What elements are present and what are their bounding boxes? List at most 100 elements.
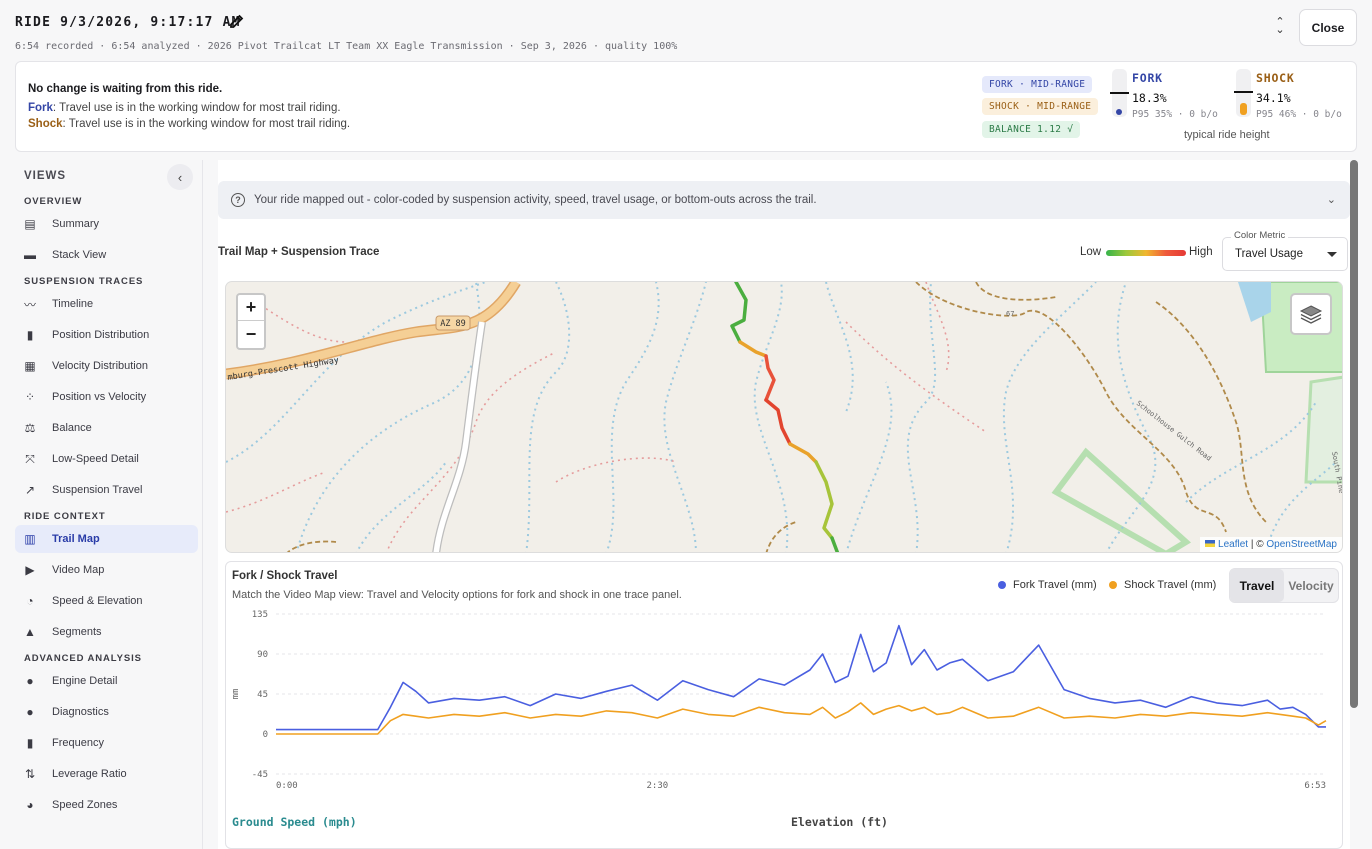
shock-status-text: : Travel use is in the working window fo… — [62, 118, 351, 130]
tracks — [287, 282, 1267, 552]
bar-chart-box-icon: ▦ — [24, 359, 36, 373]
trails — [226, 282, 987, 552]
pie-icon: ◕ — [26, 798, 34, 812]
layers-button[interactable] — [1290, 293, 1332, 335]
map-icon: ▥ — [24, 532, 36, 546]
sidebar-item-position-vs-velocity[interactable]: ⁘ Position vs Velocity — [15, 383, 198, 411]
legend-low: Low — [1080, 246, 1102, 258]
close-button[interactable]: Close — [1299, 9, 1357, 46]
collapse-icon[interactable]: ⌃ ⌄ — [1275, 16, 1285, 36]
sidebar-item-label: Frequency — [52, 737, 104, 749]
sidebar-item-label: Segments — [52, 626, 102, 638]
zoom-in-button[interactable]: + — [238, 295, 264, 321]
speedometer-icon: ◔ — [26, 594, 34, 608]
views-sidebar: VIEWS ‹ OVERVIEW ▤ Summary ▬ Stack View SUSPE… — [15, 160, 203, 849]
sidebar-collapse-button[interactable]: ‹ — [167, 164, 193, 190]
pencil-icon[interactable] — [228, 13, 246, 31]
sidebar-item-low-speed-detail[interactable]: ⤧ Low-Speed Detail — [15, 445, 198, 473]
help-icon: ? — [231, 193, 245, 207]
shock-gauge — [1234, 69, 1253, 117]
flag-icon — [1205, 540, 1216, 547]
shock-sag-marker — [1240, 103, 1247, 115]
streams — [226, 282, 1337, 552]
y-tick-label: 135 — [252, 610, 268, 620]
chart-subtitle: Match the Video Map view: Travel and Vel… — [232, 589, 682, 601]
sidebar-item-trail-map[interactable]: ▥ Trail Map — [15, 525, 198, 553]
zoom-control: + − — [236, 293, 266, 350]
chevron-down-icon[interactable]: ⌄ — [1326, 194, 1336, 206]
shock-travel-line — [276, 702, 1327, 735]
sidebar-item-suspension-travel[interactable]: ↗ Suspension Travel — [15, 476, 198, 504]
sidebar-item-segments[interactable]: ▲ Segments — [15, 618, 198, 646]
sidebar-item-timeline[interactable]: 〰 Timeline — [15, 290, 198, 318]
sidebar-item-engine-detail[interactable]: ● Engine Detail — [15, 667, 198, 695]
chevron-left-icon: ‹ — [177, 169, 183, 185]
map-tiles: AZ 89 mburg-Prescott Highway 67 Schoolho… — [226, 282, 1342, 552]
sidebar-item-speed-zones[interactable]: ◕ Speed Zones — [15, 791, 198, 819]
bar-chart-icon: ▮ — [26, 328, 34, 342]
color-metric-value: Travel Usage — [1235, 248, 1303, 260]
sidebar-item-label: Balance — [52, 422, 92, 434]
osm-link[interactable]: OpenStreetMap — [1266, 539, 1337, 550]
legend-shock-label: Shock Travel (mm) — [1124, 579, 1217, 591]
boundary — [1051, 447, 1192, 552]
main-panel: ? Your ride mapped out - color-coded by … — [218, 160, 1350, 849]
video-icon: ▶ — [25, 563, 35, 577]
y-tick-label: 45 — [257, 690, 268, 700]
shock-name: SHOCK — [1256, 71, 1295, 85]
shock-ride-height-marker — [1234, 90, 1253, 94]
sidebar-item-video-map[interactable]: ▶ Video Map — [15, 556, 198, 584]
color-metric-select[interactable]: Color Metric Travel Usage — [1222, 230, 1348, 271]
zoom-out-button[interactable]: − — [245, 323, 257, 344]
x-tick-label: 6:53 — [1304, 781, 1326, 791]
sidebar-item-velocity-distribution[interactable]: ▦ Velocity Distribution — [15, 352, 198, 380]
x-tick-label: 2:30 — [647, 781, 669, 791]
y-tick-label: -45 — [252, 770, 268, 780]
legend-shock-dot — [1109, 581, 1117, 589]
legend-high: High — [1189, 246, 1213, 258]
legend-gradient — [1106, 250, 1186, 256]
travel-toggle[interactable]: Travel — [1230, 569, 1284, 602]
sidebar-item-speed-elevation[interactable]: ◔ Speed & Elevation — [15, 587, 198, 615]
shock-range-badge: SHOCK · MID-RANGE — [982, 98, 1099, 115]
stack-icon: ▬ — [24, 248, 36, 262]
section-suspension-traces: SUSPENSION TRACES — [24, 276, 144, 287]
road-label: AZ 89 — [440, 319, 466, 329]
info-banner[interactable]: ? Your ride mapped out - color-coded by … — [218, 181, 1350, 219]
sidebar-item-label: Velocity Distribution — [52, 360, 148, 372]
fork-value: 18.3% — [1132, 91, 1167, 105]
shock-sub: P95 46% · 0 b/o — [1256, 109, 1342, 120]
sidebar-item-label: Trail Map — [52, 533, 100, 545]
y-axis-label: mm — [231, 689, 241, 700]
sidebar-item-leverage-ratio[interactable]: ⇅ Leverage Ratio — [15, 760, 198, 788]
sort-arrows-icon: ⇅ — [24, 767, 36, 781]
trail-map[interactable]: AZ 89 mburg-Prescott Highway 67 Schoolho… — [225, 281, 1343, 553]
info-icon: ● — [26, 674, 34, 688]
velocity-toggle[interactable]: Velocity — [1288, 578, 1334, 593]
typical-ride-height-caption: typical ride height — [1184, 129, 1270, 141]
lake — [1238, 282, 1271, 322]
sidebar-item-label: Low-Speed Detail — [52, 453, 139, 465]
sidebar-item-label: Diagnostics — [52, 706, 109, 718]
ride-meta: 6:54 recorded · 6:54 analyzed · 2026 Piv… — [15, 41, 678, 52]
balance-badge: BALANCE 1.12 √ — [982, 121, 1081, 138]
sidebar-item-position-distribution[interactable]: ▮ Position Distribution — [15, 321, 198, 349]
sidebar-item-frequency[interactable]: ▮ Frequency — [15, 729, 198, 757]
header: RIDE 9/3/2026, 9:17:17 AM 6:54 recorded … — [0, 0, 1372, 60]
views-title: VIEWS — [24, 170, 67, 182]
sidebar-item-balance[interactable]: ⚖ Balance — [15, 414, 198, 442]
ground-speed-label: Ground Speed (mph) — [232, 815, 357, 829]
sidebar-item-label: Speed Zones — [52, 799, 118, 811]
sidebar-item-summary[interactable]: ▤ Summary — [15, 210, 198, 238]
legend-shock[interactable]: Shock Travel (mm) — [1109, 579, 1216, 591]
trace-mode-toggle: Travel Velocity — [1229, 568, 1339, 603]
scrollbar[interactable] — [1350, 160, 1358, 708]
sidebar-item-diagnostics[interactable]: ● Diagnostics — [15, 698, 198, 726]
fork-ride-height-marker — [1110, 91, 1129, 95]
leaflet-link[interactable]: Leaflet — [1218, 539, 1249, 550]
legend-fork[interactable]: Fork Travel (mm) — [998, 579, 1097, 591]
sidebar-item-stack-view[interactable]: ▬ Stack View — [15, 241, 198, 269]
ride-title: RIDE 9/3/2026, 9:17:17 AM — [15, 15, 241, 30]
shock-value: 34.1% — [1256, 91, 1291, 105]
shock-status: Shock: Travel use is in the working wind… — [28, 118, 350, 130]
